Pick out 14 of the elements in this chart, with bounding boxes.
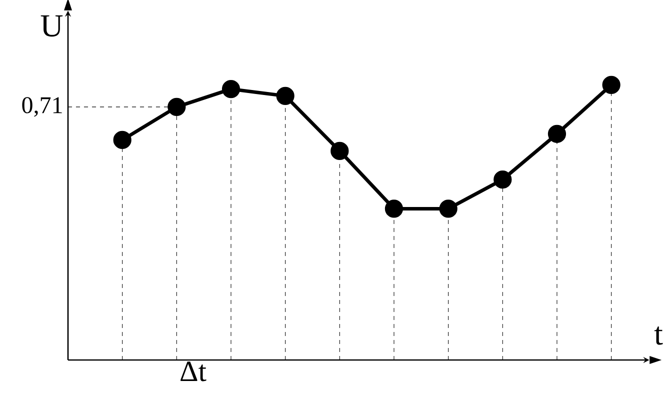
text: 0,71: [22, 97, 62, 117]
point: [494, 170, 512, 189]
x-axis-title: t: [654, 326, 663, 345]
point: [548, 124, 566, 143]
point: [602, 76, 620, 94]
y-axis-title: U: [40, 15, 63, 37]
point: [168, 98, 186, 116]
point: [222, 80, 240, 98]
text: Δt: [180, 362, 206, 382]
point: [276, 86, 294, 105]
point: [384, 200, 404, 218]
point: [439, 200, 458, 218]
point: [113, 130, 132, 150]
point: [330, 142, 349, 160]
